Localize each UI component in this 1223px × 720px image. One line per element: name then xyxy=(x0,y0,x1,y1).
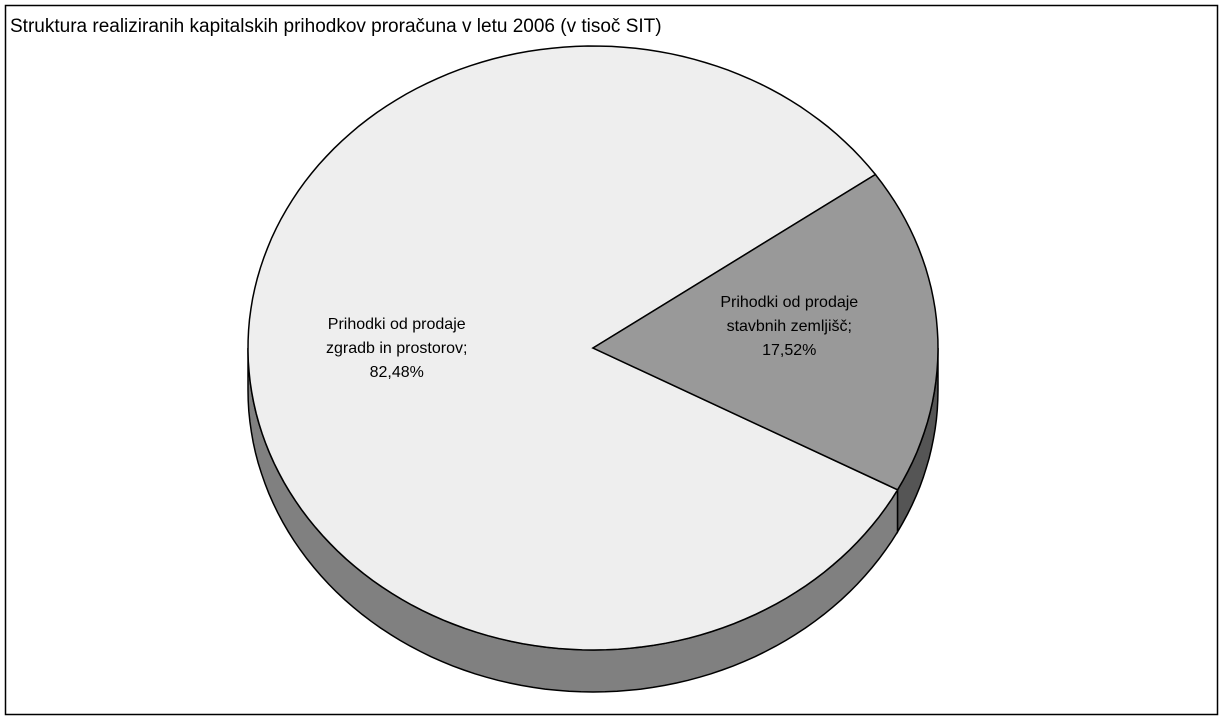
label-separator: ; xyxy=(847,318,852,336)
data-label: Prihodki od prodaje zgradb in prostorov;… xyxy=(322,313,472,385)
chart-title: Struktura realiziranih kapitalskih priho… xyxy=(10,16,662,37)
category-label: Prihodki od prodaje stavbnih zemljišč xyxy=(720,294,859,336)
value-label: 82,48% xyxy=(369,363,424,381)
pie-slice xyxy=(591,173,939,491)
value-label: 17,52% xyxy=(762,342,817,360)
pie-slice xyxy=(247,45,899,651)
data-label: Prihodki od prodaje stavbnih zemljišč; 17… xyxy=(714,291,864,363)
category-label: Prihodki od prodaje zgradb in prostorov xyxy=(326,315,466,357)
label-separator: ; xyxy=(462,339,468,357)
